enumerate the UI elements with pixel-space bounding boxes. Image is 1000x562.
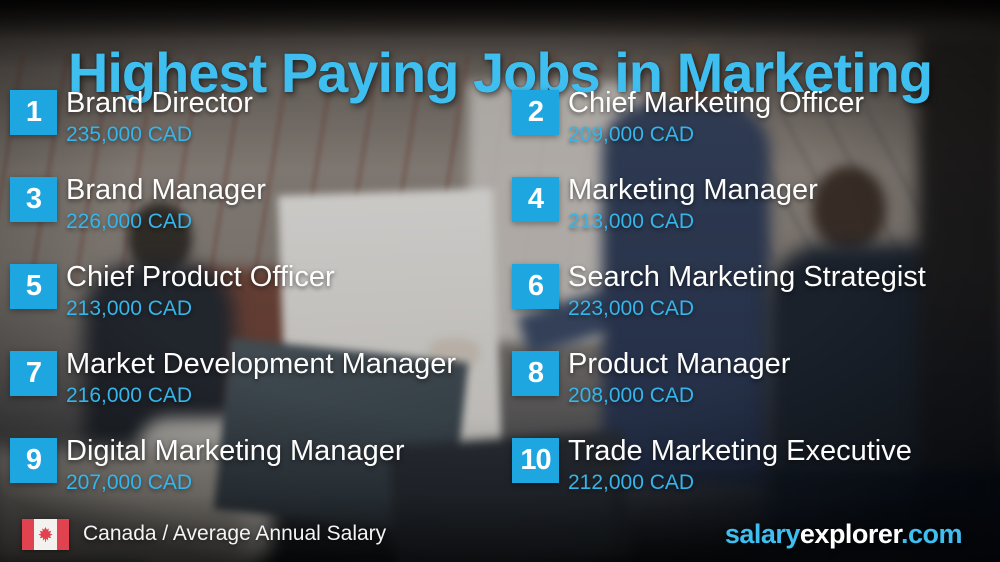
job-item: 9 Digital Marketing Manager 207,000 CAD [10, 435, 512, 523]
job-text: Search Marketing Strategist 223,000 CAD [568, 261, 926, 321]
job-item: 8 Product Manager 208,000 CAD [512, 348, 992, 436]
job-title: Brand Director [66, 87, 253, 119]
job-text: Trade Marketing Executive 212,000 CAD [568, 435, 912, 495]
job-title: Chief Marketing Officer [568, 87, 865, 119]
job-item: 7 Market Development Manager 216,000 CAD [10, 348, 512, 436]
job-salary: 209,000 CAD [568, 122, 695, 146]
rank-badge: 5 [10, 264, 57, 309]
canada-flag-icon [22, 518, 69, 550]
job-item: 3 Brand Manager 226,000 CAD [10, 174, 512, 262]
job-title: Marketing Manager [568, 174, 818, 206]
job-salary: 223,000 CAD [568, 296, 695, 320]
job-item: 2 Chief Marketing Officer 209,000 CAD [512, 87, 992, 175]
job-salary: 235,000 CAD [66, 122, 193, 146]
rank-badge: 3 [10, 177, 57, 222]
job-title: Brand Manager [66, 174, 266, 206]
rank-badge: 4 [512, 177, 559, 222]
job-salary: 208,000 CAD [568, 383, 695, 407]
brand-part-dotcom: .com [900, 518, 963, 549]
job-text: Chief Product Officer 213,000 CAD [66, 261, 335, 321]
job-title: Trade Marketing Executive [568, 435, 912, 467]
job-salary: 207,000 CAD [66, 470, 193, 494]
job-salary: 212,000 CAD [568, 470, 695, 494]
rank-badge: 9 [10, 438, 57, 483]
job-salary: 226,000 CAD [66, 209, 193, 233]
maple-leaf-icon [38, 526, 53, 542]
job-text: Brand Manager 226,000 CAD [66, 174, 266, 234]
brand-part-salary: salary [724, 518, 801, 549]
brand-part-explorer: explorer [799, 518, 902, 549]
job-salary: 216,000 CAD [66, 383, 193, 407]
job-salary: 213,000 CAD [66, 296, 193, 320]
job-title: Search Marketing Strategist [568, 261, 926, 293]
footer-caption: Canada / Average Annual Salary [83, 522, 387, 545]
rank-badge: 8 [512, 351, 559, 396]
rank-badge: 7 [10, 351, 57, 396]
rank-badge: 2 [512, 90, 559, 135]
job-item: 4 Marketing Manager 213,000 CAD [512, 174, 992, 262]
job-title: Market Development Manager [66, 348, 457, 380]
page-title: Highest Paying Jobs in Marketing [67, 40, 933, 104]
job-text: Product Manager 208,000 CAD [568, 348, 791, 408]
job-text: Chief Marketing Officer 209,000 CAD [568, 87, 865, 147]
job-text: Marketing Manager 213,000 CAD [568, 174, 818, 234]
job-title: Digital Marketing Manager [66, 435, 405, 467]
footer-bar: Canada / Average Annual Salary salaryexp… [0, 506, 1000, 562]
jobs-grid: 1 Brand Director 235,000 CAD 2 Chief Mar… [10, 87, 992, 523]
rank-badge: 6 [512, 264, 559, 309]
job-item: 1 Brand Director 235,000 CAD [10, 87, 512, 175]
job-item: 10 Trade Marketing Executive 212,000 CAD [512, 435, 992, 523]
job-text: Brand Director 235,000 CAD [66, 87, 253, 147]
job-title: Chief Product Officer [66, 261, 335, 293]
brand-logo: salaryexplorer.com [724, 518, 963, 550]
rank-badge: 1 [10, 90, 57, 135]
job-title: Product Manager [568, 348, 791, 380]
job-text: Digital Marketing Manager 207,000 CAD [66, 435, 405, 495]
job-item: 6 Search Marketing Strategist 223,000 CA… [512, 261, 992, 349]
rank-badge: 10 [512, 438, 559, 483]
job-salary: 213,000 CAD [568, 209, 695, 233]
job-text: Market Development Manager 216,000 CAD [66, 348, 457, 408]
job-item: 5 Chief Product Officer 213,000 CAD [10, 261, 512, 349]
